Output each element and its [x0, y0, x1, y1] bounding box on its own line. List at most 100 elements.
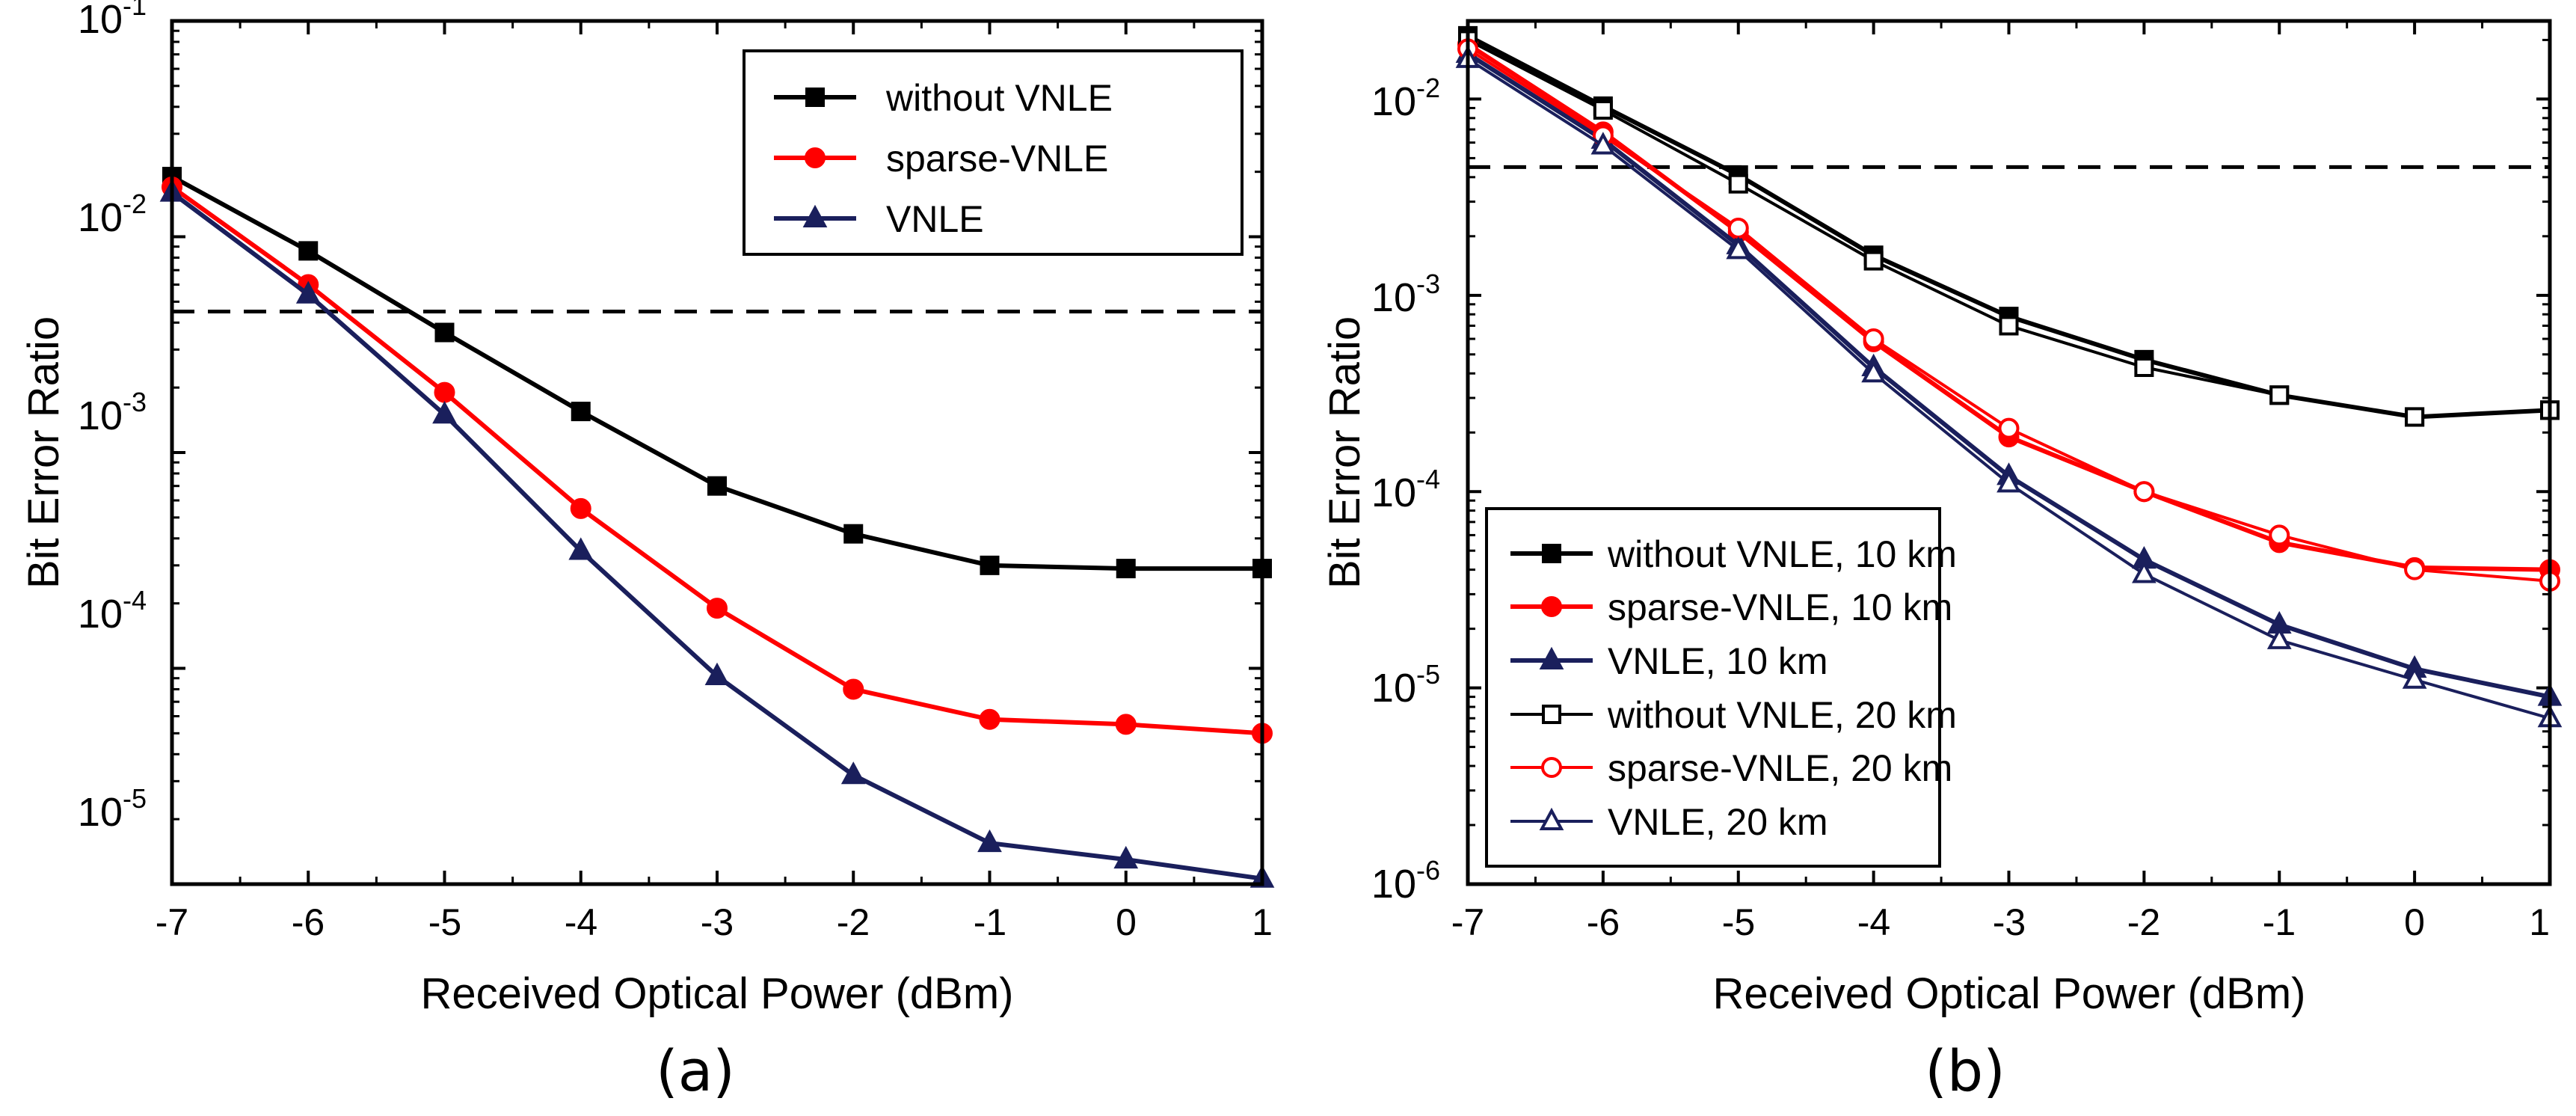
panel-a-legend: without VNLE sparse-VNLE VNLE [743, 49, 1244, 256]
panel-a-xtick-label: -2 [837, 901, 870, 943]
panel-b-frame [1466, 19, 2552, 886]
panel-a-legend-swatch-marker [805, 88, 825, 107]
panel-b-xtick-label: -4 [1857, 901, 1890, 943]
panel-b-ytick-label: 10-4 [1371, 464, 1440, 515]
panel-b-series-4 [1458, 30, 2560, 427]
panel-a-data-point [980, 555, 1000, 575]
panel-a-legend-label: without VNLE [885, 77, 1113, 119]
panel-b-data-point [2269, 385, 2290, 405]
panel-b-legend-label: sparse-VNLE, 20 km [1608, 747, 1952, 789]
panel-b-series [1455, 25, 2563, 728]
panel-b-data-point [2402, 666, 2427, 689]
panel-a-legend-label: VNLE [886, 198, 984, 240]
panel-a-data-point [1113, 845, 1139, 869]
panel-a-data-point [570, 497, 591, 519]
panel-a-frame [170, 19, 1264, 886]
panel-a-ytick-label: 10-1 [78, 0, 147, 42]
panel-a-data-point [979, 708, 1000, 730]
panel-b-legend-swatch-marker [1541, 596, 1562, 617]
panel-b-xtick-label: -2 [2127, 901, 2160, 943]
panel-a-label: (a) [656, 1037, 735, 1104]
panel-b-x-axis-label: Received Optical Power (dBm) [1713, 969, 2306, 1018]
panel-a-ytick-label: 10-2 [78, 188, 147, 240]
panel-a-ytick-label: 10-4 [78, 585, 147, 637]
panel-a-xtick-label: 1 [1252, 901, 1273, 943]
panel-a-data-point [1116, 559, 1136, 579]
panel-a-data-point [571, 402, 591, 422]
panel-b-series-line [1466, 34, 2551, 420]
panel-b-data-point [1863, 328, 1884, 350]
panel-a-data-point [843, 524, 864, 544]
panel-b-legend-swatch [1510, 596, 1593, 617]
panel-b-data-point [1861, 360, 1886, 383]
panel-a-y-axis-label: Bit Error Ratio [19, 316, 68, 589]
panel-a-data-point [568, 537, 594, 560]
panel-a-xtick-label: -3 [701, 901, 734, 943]
panel-b-data-point [1999, 316, 2019, 336]
panel-b-legend-swatch [1510, 807, 1593, 830]
panel-b-legend-swatch-marker [1542, 544, 1561, 563]
panel-b-legend-swatch [1510, 646, 1593, 669]
panel-b-data-point [1728, 174, 1748, 194]
panel-a-legend-label: sparse-VNLE [886, 138, 1108, 180]
panel-a-data-point [295, 280, 321, 304]
panel-b-data-point [1727, 217, 1749, 239]
panel-b-legend-label: without VNLE, 20 km [1607, 694, 1957, 736]
panel-a-ytick-label: 10-5 [78, 783, 147, 835]
panel-b-legend-label: sparse-VNLE, 10 km [1608, 586, 1952, 628]
panel-b-xtick-label: -6 [1587, 901, 1620, 943]
panel-a-series-3 [159, 179, 1275, 888]
panel-a-x-axis-label: Received Optical Power (dBm) [421, 969, 1014, 1018]
panel-b-label: (b) [1925, 1037, 2005, 1104]
panel-b-data-point [1863, 251, 1884, 271]
panel-b-xtick-label: -7 [1451, 901, 1484, 943]
panel-b-data-point [2405, 407, 2425, 427]
panel-b-legend: without VNLE, 10 km sparse-VNLE, 10 km V… [1485, 507, 1957, 868]
panel-a-ytick-label: 10-3 [78, 387, 147, 438]
panel-a-data-point [298, 241, 319, 261]
panel-b-xtick-label: -5 [1722, 901, 1755, 943]
panel-b-xtick-label: 1 [2529, 901, 2550, 943]
panel-b-series-6 [1455, 45, 2563, 728]
panel-b-legend-swatch-marker [1542, 705, 1561, 724]
panel-b-xtick-label: 0 [2404, 901, 2425, 943]
panel-a-xtick-label: 0 [1116, 901, 1137, 943]
panel-b-ytick-label: 10-2 [1371, 73, 1440, 124]
panel-b-data-point [1726, 236, 1751, 260]
panel-a-series [159, 167, 1275, 888]
panel-a-data-point [707, 598, 728, 619]
panel-b-series-1 [1458, 25, 2560, 427]
panel-b-series-line [1467, 38, 2551, 419]
panel-b-legend-label: without VNLE, 10 km [1607, 533, 1957, 575]
panel-a-xtick-label: -6 [292, 901, 325, 943]
panel-a-data-point [977, 829, 1002, 853]
panel-b-legend-swatch-marker [1539, 646, 1564, 669]
panel-b-data-point [1593, 99, 1613, 120]
panel-a-xtick-label: -5 [428, 901, 461, 943]
panel-b-ytick-label: 10-3 [1371, 269, 1440, 320]
panel-a-xtick-label: -1 [974, 901, 1006, 943]
panel-b-ytick-label: 10-6 [1371, 855, 1440, 907]
panel-a-legend-swatch-marker [805, 147, 826, 168]
panel-a-data-point [707, 476, 727, 496]
panel-b-data-point [2404, 559, 2426, 580]
panel-b-legend-swatch [1510, 757, 1593, 778]
panel-a-data-point [840, 761, 866, 785]
panel-a-data-point [434, 381, 455, 403]
panel-b-data-point [2132, 560, 2157, 583]
panel-b-data-point [1996, 470, 2021, 493]
panel-a-data-point [432, 400, 457, 424]
panel-a-data-point [704, 662, 730, 685]
panel-a-legend-swatch [774, 204, 856, 227]
panel-a-xtick-label: -7 [156, 901, 188, 943]
panel-b-data-point [2134, 357, 2154, 377]
panel-b-data-point [2269, 524, 2290, 546]
panel-b-xtick-label: -3 [1993, 901, 2026, 943]
panel-b-data-point [2266, 626, 2292, 649]
panel-b-data-point [1998, 417, 2020, 439]
panel-b-legend-swatch [1510, 705, 1593, 724]
panel-b-y-axis-label: Bit Error Ratio [1321, 316, 1369, 589]
panel-b-data-point [2133, 481, 2155, 503]
panel-b-data-point [1590, 132, 1616, 155]
